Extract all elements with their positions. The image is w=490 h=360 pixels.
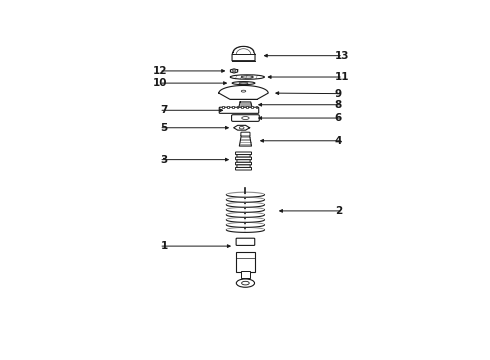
FancyBboxPatch shape bbox=[237, 106, 238, 108]
Ellipse shape bbox=[239, 126, 244, 129]
FancyBboxPatch shape bbox=[242, 106, 243, 108]
Polygon shape bbox=[239, 135, 251, 146]
Text: 5: 5 bbox=[160, 123, 168, 133]
Polygon shape bbox=[226, 210, 265, 212]
FancyBboxPatch shape bbox=[222, 106, 224, 108]
Ellipse shape bbox=[241, 90, 246, 92]
Ellipse shape bbox=[242, 76, 253, 78]
Text: 1: 1 bbox=[160, 241, 168, 251]
Polygon shape bbox=[226, 215, 265, 217]
Polygon shape bbox=[226, 200, 265, 202]
Polygon shape bbox=[234, 125, 249, 130]
Polygon shape bbox=[226, 205, 265, 207]
FancyBboxPatch shape bbox=[236, 157, 251, 160]
FancyBboxPatch shape bbox=[232, 115, 259, 121]
Ellipse shape bbox=[239, 82, 248, 84]
FancyBboxPatch shape bbox=[237, 154, 250, 157]
Ellipse shape bbox=[233, 70, 236, 72]
Polygon shape bbox=[232, 46, 255, 61]
Polygon shape bbox=[239, 102, 252, 108]
Polygon shape bbox=[226, 230, 265, 233]
Text: 7: 7 bbox=[160, 105, 168, 115]
FancyBboxPatch shape bbox=[251, 106, 252, 108]
FancyBboxPatch shape bbox=[236, 238, 255, 246]
Polygon shape bbox=[226, 225, 265, 228]
Text: 11: 11 bbox=[335, 72, 349, 82]
Text: 4: 4 bbox=[335, 136, 342, 146]
Polygon shape bbox=[219, 85, 268, 99]
Text: 3: 3 bbox=[160, 155, 168, 165]
Polygon shape bbox=[226, 220, 265, 222]
Polygon shape bbox=[230, 69, 238, 73]
Text: 12: 12 bbox=[153, 66, 168, 76]
FancyBboxPatch shape bbox=[232, 106, 234, 108]
FancyBboxPatch shape bbox=[236, 167, 251, 170]
Ellipse shape bbox=[242, 281, 249, 285]
FancyBboxPatch shape bbox=[241, 132, 250, 136]
FancyBboxPatch shape bbox=[227, 106, 229, 108]
FancyBboxPatch shape bbox=[236, 252, 255, 273]
FancyBboxPatch shape bbox=[236, 162, 251, 165]
Ellipse shape bbox=[236, 279, 254, 287]
Text: 13: 13 bbox=[335, 51, 349, 61]
Text: 2: 2 bbox=[335, 206, 342, 216]
FancyBboxPatch shape bbox=[237, 160, 250, 162]
Text: 6: 6 bbox=[335, 113, 342, 123]
Ellipse shape bbox=[232, 82, 255, 85]
Text: 9: 9 bbox=[335, 89, 342, 99]
FancyBboxPatch shape bbox=[236, 152, 251, 154]
Text: 10: 10 bbox=[153, 78, 168, 88]
FancyBboxPatch shape bbox=[256, 106, 257, 108]
Ellipse shape bbox=[242, 117, 249, 120]
FancyBboxPatch shape bbox=[237, 165, 250, 167]
FancyBboxPatch shape bbox=[219, 107, 259, 113]
FancyBboxPatch shape bbox=[241, 271, 250, 278]
Ellipse shape bbox=[230, 75, 265, 79]
Text: 8: 8 bbox=[335, 100, 342, 110]
FancyBboxPatch shape bbox=[246, 106, 248, 108]
Polygon shape bbox=[226, 195, 265, 197]
